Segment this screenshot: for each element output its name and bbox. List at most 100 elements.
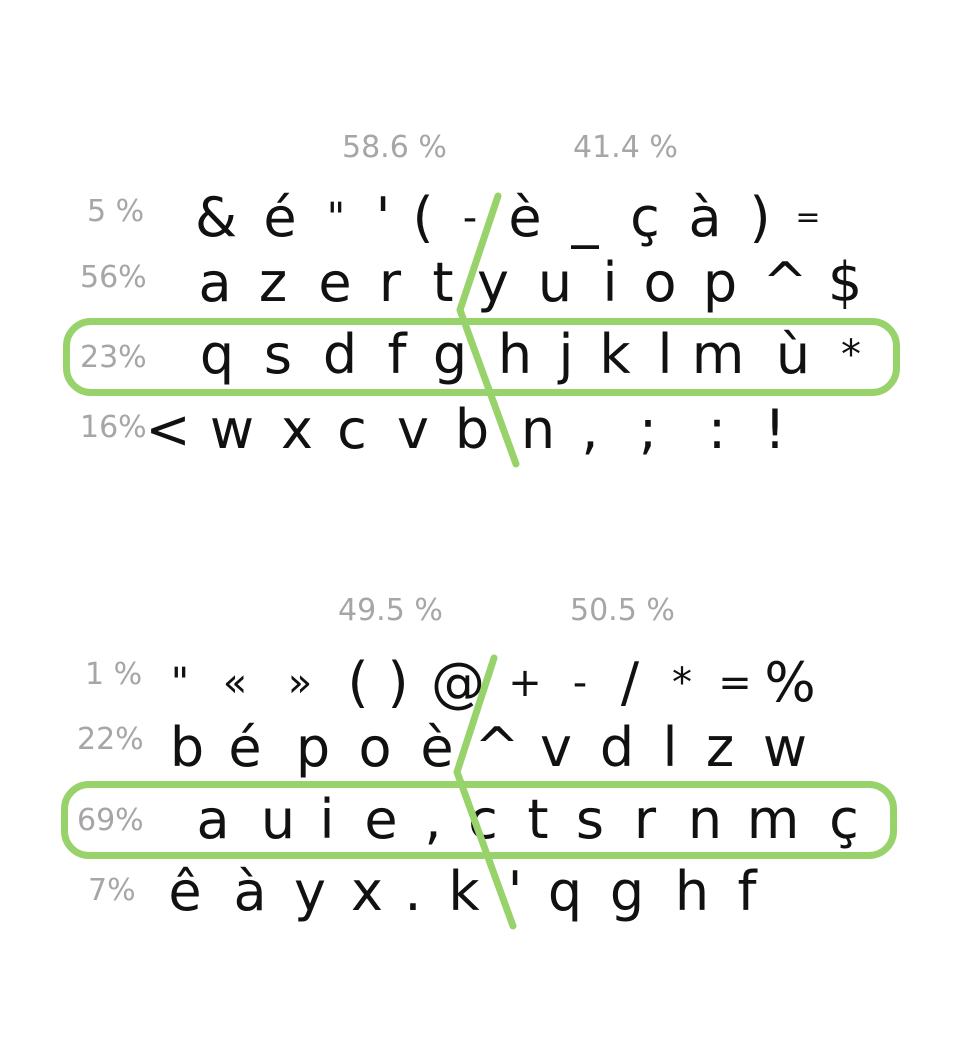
azerty-key-top-3: r [378, 251, 402, 314]
azerty-key-top-2: e [318, 251, 352, 314]
bepo-key-number-9: * [672, 660, 692, 706]
azerty-key-top-7: i [602, 251, 618, 314]
bepo-key-home-5: c [468, 788, 498, 851]
azerty-key-home-7: k [599, 323, 631, 386]
azerty-key-bottom-10: ! [764, 398, 786, 461]
bepo-key-top-6: v [540, 716, 572, 779]
azerty-key-home-5: h [497, 323, 533, 386]
bepo-key-bottom-3: x [351, 860, 383, 923]
azerty-key-home-9: m [691, 323, 745, 386]
bepo-key-number-3: ( [347, 651, 369, 714]
azerty-key-number-0: & [194, 186, 238, 249]
bepo-row-pct-bottom: 7% [88, 873, 136, 908]
azerty-key-number-8: ç [630, 186, 660, 249]
azerty-home-row-highlight [63, 318, 900, 396]
bepo-key-top-9: z [705, 716, 735, 779]
bepo-key-home-9: n [687, 788, 723, 851]
bepo-left-hand-pct: 49.5 % [338, 593, 443, 628]
bepo-key-bottom-7: q [547, 860, 583, 923]
bepo-key-number-11: % [764, 651, 816, 714]
azerty-row-pct-bottom: 16% [80, 410, 147, 445]
azerty-key-home-3: f [387, 323, 407, 386]
bepo-key-number-10: = [718, 660, 752, 706]
azerty-key-bottom-2: x [281, 398, 313, 461]
bepo-key-home-6: t [527, 788, 549, 851]
bepo-key-home-2: i [319, 788, 335, 851]
bepo-key-home-3: e [364, 788, 398, 851]
azerty-key-home-11: * [841, 332, 861, 378]
azerty-key-number-3: ' [375, 186, 391, 249]
bepo-key-top-5: ^ [474, 716, 520, 779]
azerty-key-home-0: q [199, 323, 235, 386]
bepo-key-home-1: u [260, 788, 296, 851]
bepo-key-bottom-6: ' [507, 860, 523, 923]
bepo-key-number-8: / [620, 651, 640, 714]
azerty-key-home-8: l [657, 323, 673, 386]
azerty-key-bottom-5: b [454, 398, 490, 461]
azerty-row-pct-home: 23% [80, 340, 147, 375]
azerty-key-top-11: $ [827, 251, 863, 314]
bepo-key-top-8: l [662, 716, 678, 779]
bepo-key-number-4: ) [387, 651, 409, 714]
bepo-key-bottom-0: ê [168, 860, 202, 923]
azerty-key-top-1: z [258, 251, 288, 314]
bepo-key-top-0: b [169, 716, 205, 779]
azerty-key-number-2: " [326, 195, 346, 241]
bepo-row-pct-number: 1 % [85, 657, 143, 692]
azerty-row-pct-number: 5 % [87, 194, 145, 229]
bepo-key-bottom-2: y [294, 860, 326, 923]
bepo-key-bottom-1: à [233, 860, 267, 923]
azerty-right-hand-pct: 41.4 % [573, 130, 678, 165]
bepo-key-home-0: a [196, 788, 230, 851]
azerty-key-bottom-4: v [397, 398, 429, 461]
azerty-row-pct-top: 56% [80, 260, 147, 295]
bepo-key-number-0: " [170, 660, 190, 706]
azerty-key-top-6: u [537, 251, 573, 314]
bepo-key-top-7: d [599, 716, 635, 779]
azerty-key-home-10: ù [775, 323, 811, 386]
azerty-left-hand-pct: 58.6 % [342, 130, 447, 165]
azerty-key-bottom-7: , [581, 398, 599, 461]
bepo-key-top-4: è [420, 716, 454, 779]
bepo-key-number-5: @ [431, 651, 485, 714]
azerty-key-bottom-1: w [209, 398, 255, 461]
azerty-key-bottom-0: < [145, 398, 191, 461]
azerty-key-top-8: o [643, 251, 677, 314]
azerty-key-top-0: a [198, 251, 232, 314]
azerty-key-number-4: ( [412, 186, 434, 249]
bepo-key-bottom-8: g [609, 860, 645, 923]
bepo-key-home-7: s [575, 788, 605, 851]
azerty-key-top-10: ^ [762, 251, 808, 314]
bepo-key-number-7: - [572, 660, 588, 706]
azerty-key-number-11: = [795, 200, 821, 235]
bepo-key-number-2: » [287, 660, 313, 706]
bepo-key-home-4: , [424, 788, 442, 851]
azerty-key-bottom-3: c [337, 398, 367, 461]
azerty-key-number-5: - [462, 195, 478, 241]
bepo-key-bottom-9: h [674, 860, 710, 923]
bepo-key-bottom-5: k [448, 860, 480, 923]
azerty-key-home-2: d [322, 323, 358, 386]
azerty-key-top-5: y [477, 251, 509, 314]
bepo-key-home-11: ç [829, 788, 859, 851]
azerty-key-bottom-9: : [707, 398, 727, 461]
azerty-key-number-1: é [263, 186, 297, 249]
bepo-key-top-2: p [295, 716, 331, 779]
bepo-right-hand-pct: 50.5 % [570, 593, 675, 628]
azerty-key-bottom-6: n [520, 398, 556, 461]
bepo-key-top-10: w [762, 716, 808, 779]
azerty-key-top-4: t [432, 251, 454, 314]
bepo-key-top-1: é [228, 716, 262, 779]
azerty-key-top-9: p [702, 251, 738, 314]
azerty-key-number-7: _ [571, 186, 599, 249]
bepo-key-home-8: r [633, 788, 657, 851]
azerty-key-number-10: ) [749, 186, 771, 249]
bepo-row-pct-top: 22% [77, 722, 144, 757]
bepo-key-number-6: + [508, 660, 542, 706]
azerty-key-home-4: g [432, 323, 468, 386]
azerty-key-number-9: à [688, 186, 722, 249]
azerty-key-number-6: è [508, 186, 542, 249]
azerty-key-home-1: s [263, 323, 293, 386]
azerty-key-home-6: j [558, 323, 574, 386]
